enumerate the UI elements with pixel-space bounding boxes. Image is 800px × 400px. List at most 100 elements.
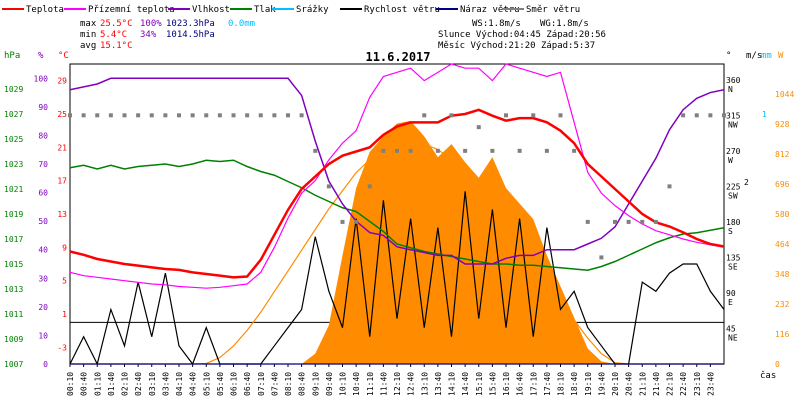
degc-tick-6: 5	[62, 277, 67, 286]
humidity-line	[69, 77, 725, 265]
dir-tick-2: 270	[726, 147, 741, 156]
mm-unit: mm	[761, 51, 772, 61]
hpa-tick-11: 1007	[4, 360, 23, 369]
pct-tick-1: 90	[38, 103, 48, 112]
x-tick-36: 18:10	[557, 372, 566, 396]
dir-tick-1: 315	[726, 111, 741, 120]
legend: Teplota Přízemní teplota Vlhkost Tlak Sr…	[2, 5, 580, 15]
stat-wg: WG:1.8m/s	[540, 19, 589, 29]
x-tick-10: 05:10	[202, 372, 211, 396]
x-tick-20: 10:10	[339, 372, 348, 396]
wind-dir-point-42	[640, 219, 645, 224]
wind-dir-point-6	[149, 113, 154, 118]
wind-dir-point-35	[544, 148, 549, 153]
wind-dir-point-41	[626, 219, 631, 224]
dir-unit: °	[726, 51, 731, 61]
hpa-tick-0: 1029	[4, 85, 23, 94]
x-tick-29: 14:40	[461, 372, 470, 396]
wm2-tick-9: 0	[775, 360, 780, 369]
legend-rychlost: Rychlost větru	[364, 5, 440, 15]
x-tick-40: 20:10	[611, 372, 620, 396]
legend-smer: Směr větru	[526, 5, 580, 15]
degc-tick-3: 17	[57, 177, 67, 186]
pct-tick-3: 70	[38, 160, 48, 169]
wind-dir-point-14	[258, 113, 263, 118]
stats: max 25.5°C 100% 1023.3hPa 0.0mm min 5.4°…	[80, 19, 606, 51]
stat-sun: Slunce Východ:04:45 Západ:20:56	[438, 30, 606, 40]
degc-tick-5: 9	[62, 243, 67, 252]
hpa-tick-4: 1021	[4, 185, 23, 194]
x-tick-39: 19:40	[597, 372, 606, 396]
legend-teplota: Teplota	[26, 5, 64, 15]
stat-max-press: 1023.3hPa	[166, 19, 215, 29]
x-tick-32: 16:10	[502, 372, 511, 396]
x-tick-41: 20:40	[625, 372, 634, 396]
stat-max-temp: 25.5°C	[100, 19, 133, 29]
solar-radiation-area	[70, 120, 724, 365]
x-tick-30: 15:10	[475, 372, 484, 396]
wm2-tick-0: 1044	[775, 90, 794, 99]
x-tick-25: 12:40	[407, 372, 416, 396]
wm2-tick-3: 696	[775, 180, 790, 189]
pct-tick-0: 100	[34, 74, 49, 83]
wind-dir-point-21	[354, 219, 359, 224]
x-tick-27: 13:40	[434, 372, 443, 396]
x-tick-3: 01:40	[107, 372, 116, 396]
stat-max-rain: 0.0mm	[228, 19, 255, 29]
wind-dir-point-1	[81, 113, 86, 118]
ms-tick-0: 2	[744, 178, 749, 187]
wind-dir-point-24	[395, 148, 399, 153]
x-tick-19: 09:40	[325, 372, 334, 396]
wind-dir-point-25	[408, 148, 413, 153]
ms-unit: m/s	[746, 51, 762, 61]
pct-tick-6: 40	[38, 246, 48, 255]
stat-min-press: 1014.5hPa	[166, 30, 215, 40]
x-tick-24: 12:10	[393, 372, 402, 396]
pct-tick-7: 30	[38, 274, 48, 283]
temperature-line	[69, 108, 725, 279]
wind-dir-point-17	[299, 113, 304, 118]
pressure-line	[69, 159, 725, 272]
hpa-tick-2: 1025	[4, 135, 23, 144]
x-tick-1: 00:40	[80, 372, 89, 396]
pct-tick-4: 60	[38, 189, 48, 198]
chart-title: 11.6.2017	[365, 50, 430, 64]
wind-dir-point-8	[177, 113, 181, 118]
wind-dir-point-33	[517, 148, 522, 153]
wind-dir-point-11	[217, 113, 222, 118]
x-tick-17: 08:40	[298, 372, 307, 396]
wind-dir-point-18	[313, 148, 318, 153]
wind-dir-point-46	[694, 113, 699, 118]
wm2-unit: W	[778, 51, 784, 61]
x-tick-8: 04:10	[175, 372, 184, 396]
wind-dir-point-20	[340, 219, 345, 224]
pct-tick-5: 50	[38, 217, 48, 226]
x-tick-6: 03:10	[148, 372, 157, 396]
legend-srazky: Srážky	[296, 5, 329, 15]
wm2-tick-5: 464	[775, 240, 790, 249]
legend-vlhkost: Vlhkost	[192, 5, 230, 15]
x-tick-14: 07:10	[257, 372, 266, 396]
hpa-tick-10: 1009	[4, 335, 23, 344]
wind-dir-point-16	[286, 113, 290, 118]
x-tick-44: 22:10	[666, 372, 675, 396]
x-tick-35: 17:40	[543, 372, 552, 396]
x-tick-16: 08:10	[284, 372, 293, 396]
x-tick-2: 01:10	[93, 372, 102, 396]
wm2-tick-1: 928	[775, 120, 790, 129]
wm2-tick-6: 348	[775, 270, 790, 279]
pct-unit: %	[38, 51, 44, 61]
plot-area	[68, 63, 726, 366]
wind-dir-point-2	[95, 113, 100, 118]
legend-prizemni: Přízemní teplota	[88, 5, 175, 15]
x-tick-43: 21:40	[652, 372, 661, 396]
x-tick-31: 15:40	[488, 372, 497, 396]
wm2-tick-8: 116	[775, 330, 790, 339]
stat-moon: Měsíc Východ:21:20 Západ:5:37	[438, 41, 595, 51]
wm2-tick-2: 812	[775, 150, 790, 159]
x-tick-45: 22:40	[679, 372, 688, 396]
legend-naraz: Náraz větru	[460, 5, 520, 15]
x-tick-0: 00:10	[66, 372, 75, 396]
wind-dir-point-10	[204, 113, 209, 118]
